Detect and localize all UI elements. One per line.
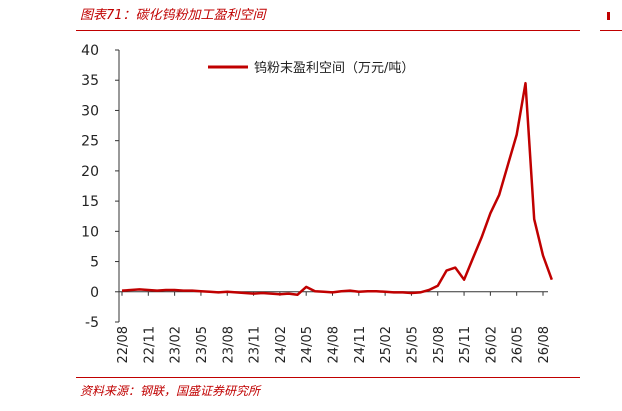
x-tick-label: 26/02 (484, 326, 499, 363)
x-tick-label: 26/08 (537, 326, 552, 363)
title-divider (76, 30, 580, 31)
x-tick-label: 24/02 (274, 326, 289, 363)
next-figure-edge-mark (607, 12, 610, 20)
next-figure-edge-rule (600, 30, 622, 31)
x-tick-label: 26/05 (511, 326, 526, 363)
source-divider (76, 377, 580, 378)
x-tick-label: 23/08 (221, 326, 236, 363)
x-tick-label: 25/11 (458, 326, 473, 363)
x-tick-label: 25/08 (432, 326, 447, 363)
legend-label: 钨粉末盈利空间（万元/吨） (254, 60, 414, 76)
y-tick-label: 35 (81, 73, 99, 89)
y-tick-label: -5 (85, 315, 99, 331)
x-tick-label: 23/05 (195, 326, 210, 363)
y-tick-label: 25 (81, 134, 99, 150)
x-tick-label: 22/08 (116, 326, 131, 363)
x-tick-label: 25/02 (379, 326, 394, 363)
x-tick-label: 24/05 (300, 326, 315, 363)
x-tick-label: 22/11 (142, 326, 157, 363)
y-tick-label: 10 (81, 224, 99, 240)
y-tick-label: 15 (81, 194, 99, 210)
x-tick-label: 24/08 (327, 326, 342, 363)
source-note: 资料来源：钢联，国盛证券研究所 (80, 384, 261, 398)
y-tick-label: 40 (81, 43, 99, 59)
chart-title: 图表71：碳化钨粉加工盈利空间 (80, 8, 266, 23)
y-tick-label: 5 (90, 255, 99, 271)
x-tick-label: 25/05 (405, 326, 420, 363)
x-tick-label: 24/11 (353, 326, 368, 363)
series-line (121, 81, 553, 297)
x-tick-label: 23/11 (248, 326, 263, 363)
x-tick-label: 23/02 (169, 326, 184, 363)
y-tick-label: 20 (81, 164, 99, 180)
y-tick-label: 0 (90, 285, 99, 301)
y-tick-label: 30 (81, 103, 99, 119)
